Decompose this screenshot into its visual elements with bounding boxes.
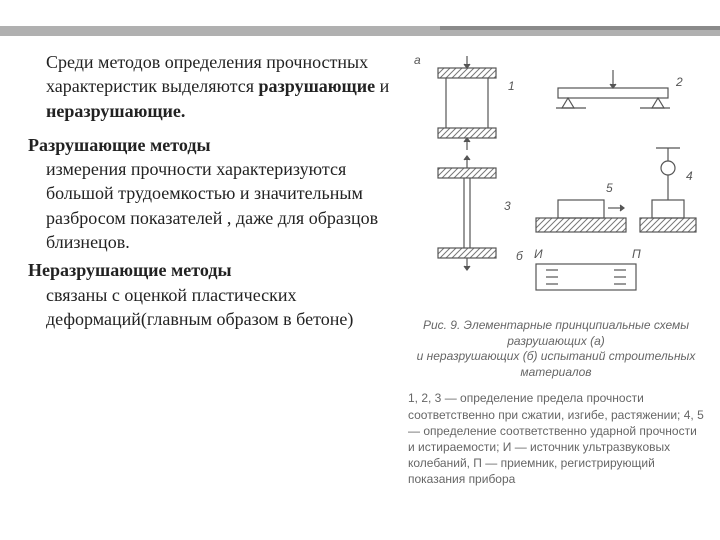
header-spacer (0, 0, 720, 26)
label-b: б (516, 249, 524, 263)
paragraph-2: Неразрушающие методы связаны с оценкой п… (28, 258, 398, 331)
label-P: П (632, 247, 641, 261)
caption-line-1: Рис. 9. Элементарные принципиальные схем… (423, 318, 689, 348)
intro-bold-2: неразрушающие. (46, 101, 185, 121)
p2-body: связаны с оценкой пластических деформаци… (46, 285, 353, 329)
diagram-svg: а 1 2 (408, 50, 704, 310)
header-accent-bar (0, 26, 720, 36)
p1-lead: Разрушающие методы (28, 135, 211, 155)
intro-mid: и (375, 76, 389, 96)
figure-panel: а 1 2 (408, 50, 704, 488)
label-3: 3 (504, 199, 511, 213)
caption-line-2: и неразрушающих (б) испытаний строительн… (417, 349, 696, 379)
label-5: 5 (606, 181, 613, 195)
label-a: а (414, 53, 421, 67)
label-2: 2 (675, 75, 683, 89)
figure-legend: 1, 2, 3 — определение предела прочности … (408, 390, 704, 487)
label-4: 4 (686, 169, 693, 183)
intro-paragraph: Среди методов определения прочностных ха… (28, 50, 398, 123)
label-I: И (534, 247, 543, 261)
intro-bold-1: разрушающие (259, 76, 376, 96)
label-1: 1 (508, 79, 515, 93)
paragraph-1: Разрушающие методы измерения прочности х… (28, 133, 398, 254)
p1-body: измерения прочности характеризуются боль… (46, 159, 378, 252)
p2-lead: Неразрушающие методы (28, 260, 232, 280)
text-column: Среди методов определения прочностных ха… (28, 50, 398, 335)
figure-caption: Рис. 9. Элементарные принципиальные схем… (408, 318, 704, 380)
